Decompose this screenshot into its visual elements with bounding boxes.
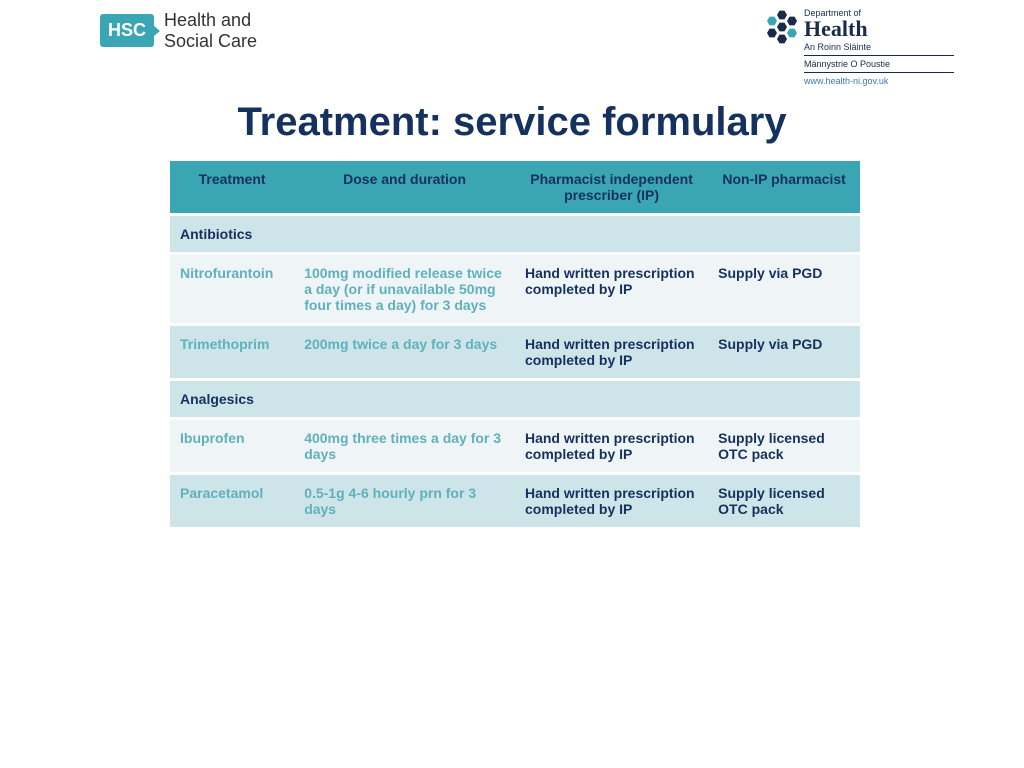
- category-cell-empty: [708, 216, 860, 252]
- hsc-line1: Health and: [164, 10, 257, 31]
- cell-dose: 400mg three times a day for 3 days: [294, 420, 515, 472]
- col-nonip: Non-IP pharmacist: [708, 161, 860, 213]
- hsc-logo: HSC Health and Social Care: [100, 10, 257, 51]
- cell-dose: 0.5-1g 4-6 hourly prn for 3 days: [294, 475, 515, 527]
- cell-nonip: Supply via PGD: [708, 255, 860, 323]
- doh-sub2: Männystrie O Poustie: [804, 59, 954, 69]
- category-cell-empty: [294, 381, 515, 417]
- cell-dose: 100mg modified release twice a day (or i…: [294, 255, 515, 323]
- doh-url: www.health-ni.gov.uk: [804, 76, 954, 86]
- cell-ip: Hand written prescription completed by I…: [515, 420, 708, 472]
- cell-treatment: Nitrofurantoin: [170, 255, 294, 323]
- category-cell-empty: [294, 216, 515, 252]
- hsc-line2: Social Care: [164, 31, 257, 52]
- hex-cluster-icon: [764, 10, 800, 46]
- table-body: AntibioticsNitrofurantoin100mg modified …: [170, 216, 860, 527]
- cell-nonip: Supply licensed OTC pack: [708, 420, 860, 472]
- table-row: Antibiotics: [170, 216, 860, 252]
- cell-ip: Hand written prescription completed by I…: [515, 326, 708, 378]
- category-cell-empty: [515, 381, 708, 417]
- hsc-text: Health and Social Care: [164, 10, 257, 51]
- cell-ip: Hand written prescription completed by I…: [515, 255, 708, 323]
- doh-health: Health: [804, 18, 954, 40]
- table-header-row: Treatment Dose and duration Pharmacist i…: [170, 161, 860, 213]
- formulary-table: Treatment Dose and duration Pharmacist i…: [170, 158, 860, 530]
- doh-sub1: An Roinn Sláinte: [804, 42, 954, 52]
- cell-treatment: Ibuprofen: [170, 420, 294, 472]
- doh-divider: [804, 55, 954, 56]
- cell-treatment: Paracetamol: [170, 475, 294, 527]
- category-cell-empty: [515, 216, 708, 252]
- cell-treatment: Trimethoprim: [170, 326, 294, 378]
- table-row: Analgesics: [170, 381, 860, 417]
- doh-divider-2: [804, 72, 954, 73]
- cell-nonip: Supply licensed OTC pack: [708, 475, 860, 527]
- table-row: Nitrofurantoin100mg modified release twi…: [170, 255, 860, 323]
- cell-ip: Hand written prescription completed by I…: [515, 475, 708, 527]
- table-row: Paracetamol0.5-1g 4-6 hourly prn for 3 d…: [170, 475, 860, 527]
- category-cell-empty: [708, 381, 860, 417]
- table-row: Ibuprofen400mg three times a day for 3 d…: [170, 420, 860, 472]
- cell-nonip: Supply via PGD: [708, 326, 860, 378]
- page-title: Treatment: service formulary: [0, 100, 1024, 145]
- table-row: Trimethoprim200mg twice a day for 3 days…: [170, 326, 860, 378]
- cell-dose: 200mg twice a day for 3 days: [294, 326, 515, 378]
- table-head: Treatment Dose and duration Pharmacist i…: [170, 161, 860, 213]
- category-cell: Antibiotics: [170, 216, 294, 252]
- col-treatment: Treatment: [170, 161, 294, 213]
- hsc-badge: HSC: [100, 14, 154, 47]
- col-ip: Pharmacist independent prescriber (IP): [515, 161, 708, 213]
- doh-logo: Department of Health An Roinn Sláinte Mä…: [804, 8, 954, 86]
- col-dose: Dose and duration: [294, 161, 515, 213]
- category-cell: Analgesics: [170, 381, 294, 417]
